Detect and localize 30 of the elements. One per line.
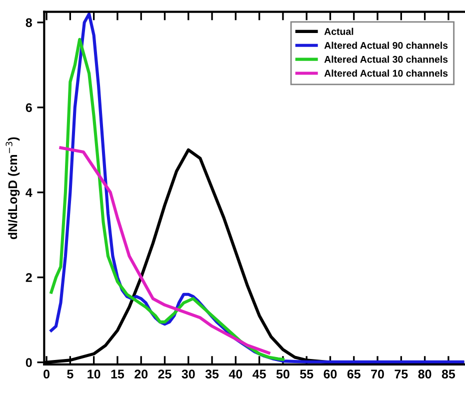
x-tick-label: 70 — [371, 370, 384, 378]
y-tick-label: 2 — [26, 273, 32, 282]
y-tick-label: 8 — [26, 18, 32, 28]
x-tick-label: 40 — [228, 370, 242, 378]
x-tick-label: 0 — [44, 370, 50, 378]
x-tick-label: 15 — [111, 370, 124, 378]
x-tick-label: 45 — [252, 370, 266, 378]
y-axis-title: dN/dLogD (cm$^{−3}$) — [6, 137, 20, 240]
x-tick-label: 80 — [418, 370, 432, 378]
x-tick-label: 60 — [324, 370, 337, 378]
x-tick-label: 10 — [88, 370, 100, 378]
y-tick-label: 0 — [26, 358, 32, 367]
x-tick-label: 65 — [347, 370, 360, 378]
legend-label: Actual — [324, 28, 354, 35]
x-tick-label: 20 — [134, 370, 148, 378]
x-tick-label: 75 — [394, 370, 408, 378]
x-tick-label: 25 — [158, 370, 172, 378]
x-tick-label: 55 — [300, 370, 314, 378]
legend-label: Altered Actual 30 channels — [324, 56, 448, 63]
line-series — [50, 38, 284, 361]
legend-label: Altered Actual 10 channels — [324, 70, 448, 77]
line-series — [59, 146, 270, 355]
y-tick-label: 4 — [26, 188, 32, 197]
x-tick-label: 5 — [67, 370, 74, 378]
x-tick-label: 85 — [442, 370, 456, 378]
x-tick-label: 30 — [182, 370, 195, 379]
x-tick-label: 50 — [276, 370, 290, 378]
x-tick-label: 35 — [205, 370, 219, 379]
legend-label: Altered Actual 90 channels — [324, 42, 448, 49]
y-tick-label: 6 — [26, 103, 32, 112]
